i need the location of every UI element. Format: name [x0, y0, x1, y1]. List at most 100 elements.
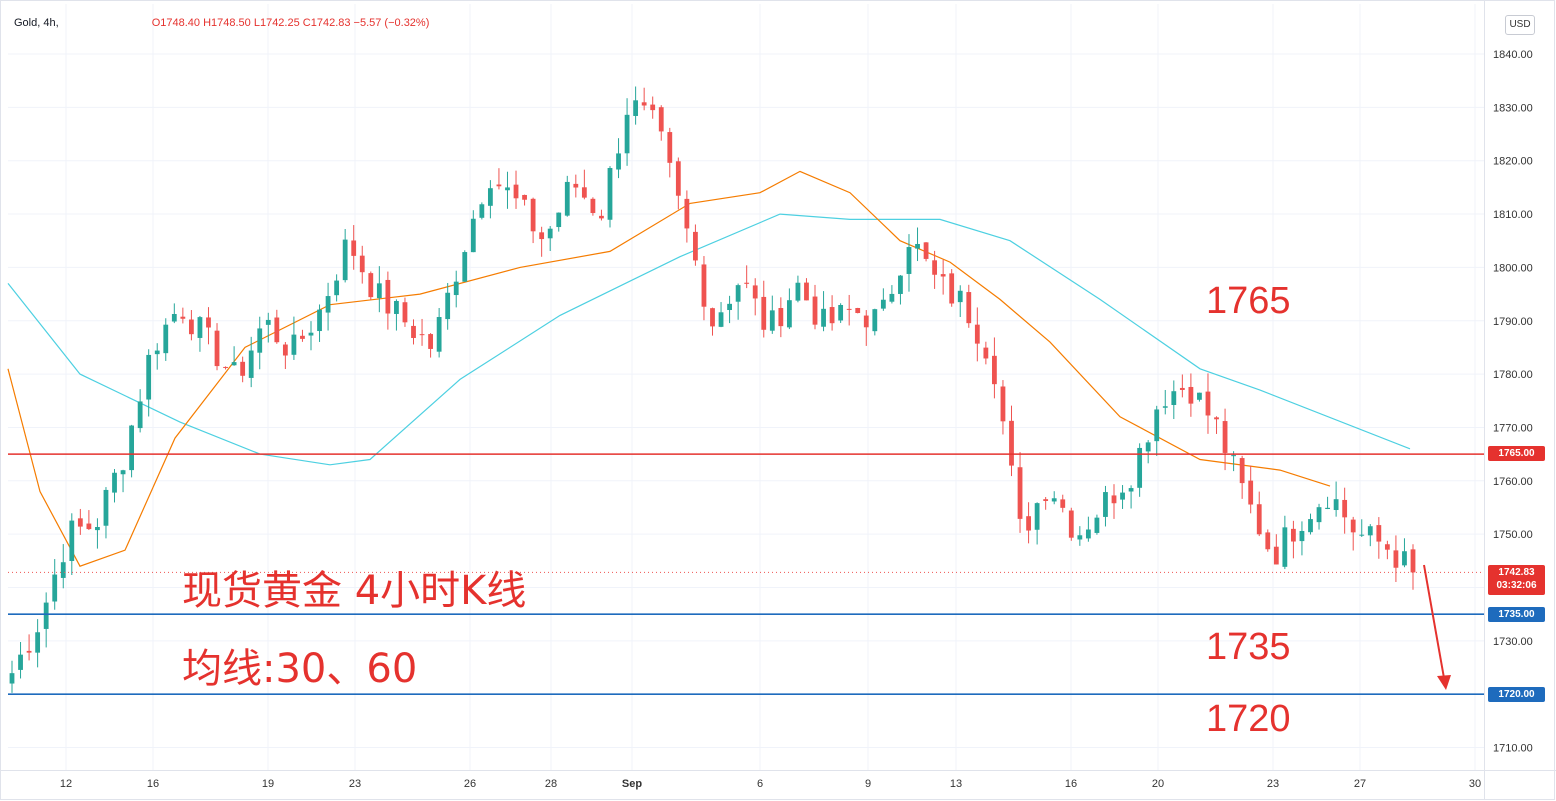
symbol-label[interactable]: Gold, 4h,	[14, 17, 59, 29]
candle-body[interactable]	[1000, 386, 1006, 422]
candle-body[interactable]	[1145, 442, 1151, 452]
candle-body[interactable]	[1299, 530, 1305, 542]
candle-body[interactable]	[898, 275, 903, 294]
candle-body[interactable]	[1137, 447, 1143, 488]
candle-body[interactable]	[120, 470, 126, 475]
candle-body[interactable]	[727, 303, 732, 311]
candle-body[interactable]	[95, 526, 100, 531]
candle-body[interactable]	[257, 328, 263, 353]
candle-body[interactable]	[1316, 507, 1322, 523]
candle-body[interactable]	[564, 181, 570, 216]
candle-body[interactable]	[624, 114, 630, 154]
candle-body[interactable]	[1222, 421, 1228, 453]
candle-body[interactable]	[1376, 525, 1382, 542]
candle-body[interactable]	[240, 361, 246, 376]
candle-body[interactable]	[35, 632, 41, 653]
candle-body[interactable]	[701, 264, 707, 307]
candle-body[interactable]	[1017, 467, 1023, 519]
candle-body[interactable]	[650, 104, 656, 111]
candle-body[interactable]	[359, 255, 365, 273]
candle-body[interactable]	[129, 425, 134, 471]
candle-body[interactable]	[248, 350, 254, 378]
candle-body[interactable]	[761, 296, 767, 330]
candle-body[interactable]	[453, 281, 459, 296]
candle-body[interactable]	[675, 161, 681, 196]
candle-body[interactable]	[265, 319, 271, 325]
candle-body[interactable]	[1393, 550, 1399, 568]
candle-body[interactable]	[684, 198, 690, 229]
candle-body[interactable]	[60, 562, 66, 578]
candle-body[interactable]	[974, 324, 980, 344]
candle-body[interactable]	[1188, 386, 1194, 404]
candle-body[interactable]	[1085, 529, 1091, 539]
candle-body[interactable]	[1273, 546, 1279, 565]
candle-body[interactable]	[43, 602, 49, 629]
candle-body[interactable]	[428, 334, 433, 349]
candle-body[interactable]	[923, 242, 929, 259]
candle-body[interactable]	[69, 520, 75, 561]
candle-body[interactable]	[1325, 507, 1330, 510]
candle-body[interactable]	[231, 362, 237, 366]
candle-body[interactable]	[932, 260, 938, 275]
candle-body[interactable]	[291, 334, 297, 355]
candle-body[interactable]	[1179, 387, 1185, 390]
candle-body[interactable]	[804, 282, 809, 301]
candle-body[interactable]	[633, 100, 639, 116]
candle-body[interactable]	[1342, 499, 1348, 518]
candle-body[interactable]	[1077, 535, 1083, 540]
candle-body[interactable]	[1154, 409, 1160, 442]
candle-body[interactable]	[445, 292, 451, 320]
candle-body[interactable]	[376, 283, 382, 299]
candle-body[interactable]	[1205, 391, 1211, 416]
candle-body[interactable]	[786, 300, 792, 328]
candle-body[interactable]	[9, 673, 15, 684]
candle-body[interactable]	[940, 274, 946, 277]
candle-body[interactable]	[1026, 516, 1031, 531]
candle-body[interactable]	[436, 317, 442, 352]
candle-body[interactable]	[658, 107, 664, 132]
candle-body[interactable]	[1291, 528, 1296, 542]
candle-body[interactable]	[146, 354, 152, 400]
candle-body[interactable]	[171, 314, 177, 322]
candle-body[interactable]	[214, 330, 220, 367]
candle-body[interactable]	[752, 285, 758, 299]
candle-body[interactable]	[522, 194, 527, 200]
candle-body[interactable]	[821, 308, 826, 327]
candle-body[interactable]	[607, 168, 613, 220]
currency-button[interactable]: USD	[1505, 15, 1535, 35]
candle-body[interactable]	[1051, 498, 1057, 502]
candle-body[interactable]	[1043, 499, 1049, 501]
candle-body[interactable]	[855, 307, 861, 314]
candle-body[interactable]	[52, 574, 58, 602]
candle-body[interactable]	[1111, 495, 1117, 504]
candle-body[interactable]	[889, 293, 895, 302]
candle-body[interactable]	[402, 302, 408, 323]
candle-body[interactable]	[26, 650, 32, 653]
candle-body[interactable]	[342, 239, 348, 281]
candle-body[interactable]	[1034, 503, 1040, 530]
candle-body[interactable]	[1162, 406, 1168, 408]
candle-body[interactable]	[778, 307, 784, 327]
candle-body[interactable]	[103, 489, 109, 526]
candle-body[interactable]	[829, 307, 835, 324]
candle-body[interactable]	[957, 290, 963, 303]
candle-body[interactable]	[863, 315, 869, 328]
candle-body[interactable]	[718, 312, 724, 327]
candle-body[interactable]	[1367, 526, 1373, 536]
candle-body[interactable]	[1410, 549, 1416, 573]
candle-body[interactable]	[1333, 499, 1339, 511]
candle-body[interactable]	[992, 355, 997, 385]
candle-body[interactable]	[325, 296, 331, 313]
candle-body[interactable]	[1248, 480, 1254, 505]
candle-body[interactable]	[710, 308, 715, 327]
candle-body[interactable]	[1265, 532, 1271, 550]
candle-body[interactable]	[1384, 544, 1390, 550]
candle-body[interactable]	[581, 187, 587, 198]
candle-body[interactable]	[1350, 519, 1356, 533]
candle-body[interactable]	[188, 319, 194, 335]
candle-body[interactable]	[795, 282, 801, 301]
candle-body[interactable]	[112, 472, 117, 493]
candle-body[interactable]	[1009, 420, 1014, 466]
candle-body[interactable]	[274, 317, 280, 343]
candle-body[interactable]	[308, 332, 314, 336]
